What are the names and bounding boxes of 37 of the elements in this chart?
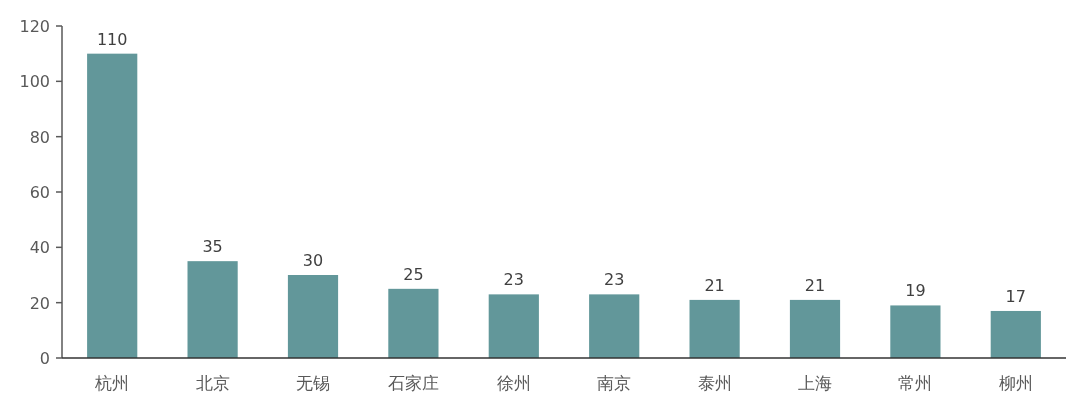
y-tick-label: 120 xyxy=(19,17,50,36)
data-label: 17 xyxy=(1005,286,1026,306)
data-label: 23 xyxy=(503,270,524,290)
bar xyxy=(287,275,339,358)
bar xyxy=(990,310,1041,358)
bar xyxy=(589,294,640,358)
bar xyxy=(87,53,138,358)
data-label: 23 xyxy=(604,270,625,290)
x-tick-label: 北京 xyxy=(195,373,230,393)
data-label: 21 xyxy=(704,275,725,295)
y-tick-label: 100 xyxy=(19,72,50,92)
data-label: 110 xyxy=(96,29,128,49)
y-tick-label: 40 xyxy=(29,238,50,258)
x-tick-label: 常州 xyxy=(898,373,933,393)
data-label: 35 xyxy=(202,237,223,257)
x-tick-label: 柳州 xyxy=(998,373,1033,393)
x-tick-label: 上海 xyxy=(798,373,832,393)
x-tick-label: 泰州 xyxy=(697,373,732,393)
bar xyxy=(689,299,740,358)
bar xyxy=(488,294,539,358)
data-label: 30 xyxy=(302,251,324,270)
bar xyxy=(187,261,238,358)
data-label: 25 xyxy=(403,264,424,284)
bar xyxy=(388,288,439,358)
bar xyxy=(890,305,941,358)
y-tick-label: 20 xyxy=(29,293,50,313)
x-tick-label: 石家庄 xyxy=(387,373,439,393)
x-tick-label: 南京 xyxy=(597,373,632,393)
x-tick-label: 无锡 xyxy=(296,373,330,393)
data-label: 19 xyxy=(905,281,926,301)
y-tick-label: 0 xyxy=(39,349,50,368)
bar xyxy=(789,299,841,358)
y-tick-label: 60 xyxy=(29,183,50,202)
x-tick-label: 徐州 xyxy=(496,373,531,393)
y-tick-label: 80 xyxy=(29,127,50,147)
data-label: 21 xyxy=(804,275,826,295)
x-tick-label: 杭州 xyxy=(94,373,130,393)
